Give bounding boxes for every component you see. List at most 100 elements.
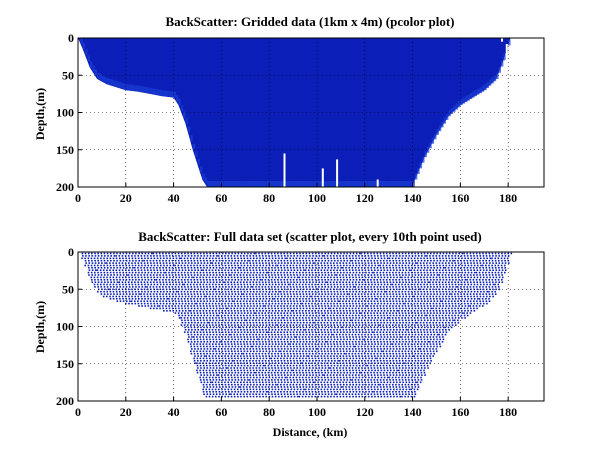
scatter-point xyxy=(211,388,214,391)
scatter-point xyxy=(240,336,242,338)
scatter-point xyxy=(345,314,348,317)
scatter-point xyxy=(326,269,329,271)
scatter-point xyxy=(199,286,202,288)
scatter-point xyxy=(203,281,205,283)
scatter-point xyxy=(248,379,251,381)
scatter-point xyxy=(281,343,283,345)
scatter-point xyxy=(196,331,199,333)
scatter-point xyxy=(253,383,255,386)
scatter-point xyxy=(386,329,389,331)
scatter-point xyxy=(308,317,310,319)
scatter-point xyxy=(265,321,267,324)
scatter-point xyxy=(287,343,290,345)
scatter-point xyxy=(352,376,354,379)
scatter-point xyxy=(389,267,391,269)
scatter-point xyxy=(336,302,338,305)
scatter-point xyxy=(271,386,273,388)
scatter-point xyxy=(302,326,305,329)
scatter-point xyxy=(239,255,242,257)
scatter-point xyxy=(383,295,386,298)
scatter-point xyxy=(346,271,348,274)
scatter-point xyxy=(258,379,260,381)
scatter-point xyxy=(221,279,224,281)
scatter-point xyxy=(380,367,382,369)
scatter-point xyxy=(346,350,348,353)
scatter-point xyxy=(374,388,376,391)
scatter-point xyxy=(358,264,361,267)
scatter-point xyxy=(252,283,255,286)
scatter-point xyxy=(308,369,310,372)
scatter-point xyxy=(388,324,391,326)
scatter-point xyxy=(196,364,199,367)
scatter-point xyxy=(355,317,358,319)
scatter-point xyxy=(239,300,242,302)
scatter-point xyxy=(84,264,86,267)
scatter-point xyxy=(240,345,243,348)
scatter-point xyxy=(340,286,342,288)
scatter-point xyxy=(386,255,389,257)
scatter-point xyxy=(368,317,370,319)
scatter-point xyxy=(377,395,379,398)
scatter-point xyxy=(163,264,165,267)
scatter-point xyxy=(339,395,342,398)
scatter-point xyxy=(206,262,209,264)
scatter-point xyxy=(340,267,342,269)
scatter-point xyxy=(199,357,202,360)
scatter-point xyxy=(262,271,265,274)
scatter-point xyxy=(174,271,177,274)
scatter-point xyxy=(221,290,224,293)
scatter-point xyxy=(308,252,311,255)
scatter-point xyxy=(190,281,193,283)
scatter-point xyxy=(302,293,305,295)
scatter-point xyxy=(268,362,271,364)
scatter-point xyxy=(336,383,339,386)
scatter-point xyxy=(330,276,332,279)
scatter-point xyxy=(138,264,140,267)
scatter-point xyxy=(224,329,226,331)
scatter-point xyxy=(256,336,258,338)
scatter-point xyxy=(147,264,149,267)
scatter-point xyxy=(231,391,233,393)
scatter-point xyxy=(236,321,239,324)
scatter-point xyxy=(187,262,190,264)
scatter-point xyxy=(259,298,261,300)
scatter-point xyxy=(330,362,332,364)
scatter-point xyxy=(200,281,202,283)
pcolor-cell xyxy=(250,181,253,187)
scatter-point xyxy=(361,295,363,298)
scatter-point xyxy=(271,274,273,276)
scatter-point xyxy=(392,345,394,348)
scatter-point xyxy=(180,264,183,267)
scatter-point xyxy=(252,326,254,329)
scatter-point xyxy=(286,357,288,360)
scatter-point xyxy=(138,252,140,255)
scatter-point xyxy=(240,262,242,264)
scatter-point xyxy=(304,362,307,364)
pcolor-cell xyxy=(109,79,112,85)
scatter-point xyxy=(121,281,124,283)
pcolor-cell xyxy=(424,151,427,158)
scatter-point xyxy=(208,362,211,364)
scatter-point xyxy=(100,264,102,267)
scatter-point xyxy=(237,338,240,341)
scatter-point xyxy=(376,386,379,388)
scatter-point xyxy=(267,371,270,374)
scatter-point xyxy=(299,371,301,374)
scatter-point xyxy=(255,312,257,314)
pcolor-cell xyxy=(391,181,394,187)
scatter-point xyxy=(379,331,382,333)
scatter-point xyxy=(230,341,232,343)
scatter-point xyxy=(194,321,196,324)
scatter-point xyxy=(91,281,94,283)
scatter-point xyxy=(345,388,348,391)
scatter-point xyxy=(159,283,162,286)
scatter-point xyxy=(250,252,252,255)
scatter-point xyxy=(296,300,298,302)
scatter-point xyxy=(339,276,342,279)
scatter-point xyxy=(116,252,118,255)
scatter-point xyxy=(392,286,394,288)
scatter-point xyxy=(200,267,202,269)
scatter-point xyxy=(268,360,270,362)
scatter-point xyxy=(348,333,351,336)
scatter-point xyxy=(292,383,295,386)
